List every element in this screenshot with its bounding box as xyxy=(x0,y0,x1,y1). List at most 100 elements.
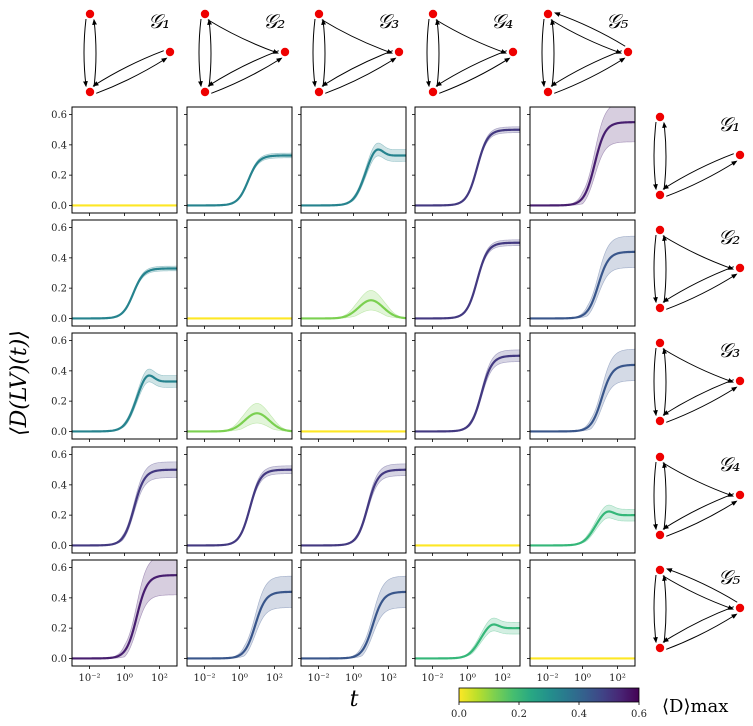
axis-labels: t ⟨D(LV)(t)⟩ xyxy=(7,330,359,712)
y-tick-label: 0.0 xyxy=(51,314,67,325)
confidence-band xyxy=(301,142,406,206)
confidence-band xyxy=(187,575,292,659)
graph-icon-G4: 𝒢₄ xyxy=(653,452,745,540)
graph-label: 𝒢₄ xyxy=(718,452,740,476)
graph-edge xyxy=(198,18,203,88)
graph-node xyxy=(543,87,553,97)
graph-label: 𝒢₅ xyxy=(606,9,628,33)
graph-edge xyxy=(662,574,667,644)
graph-node xyxy=(280,47,290,57)
graph-edge xyxy=(653,461,658,531)
graph-node xyxy=(543,9,553,19)
graph-edge xyxy=(653,121,658,191)
graph-node xyxy=(314,9,324,19)
panel-frame xyxy=(186,559,293,667)
graph-edge xyxy=(662,234,667,304)
graph-edge xyxy=(325,57,397,94)
confidence-band xyxy=(72,560,177,659)
x-tick-label: 10⁰ xyxy=(345,673,362,684)
side-graph-icons: 𝒢₁ 𝒢₂ 𝒢₃ 𝒢₄ 𝒢₅ xyxy=(653,112,745,653)
panel-G5-G3: 10⁻² 10⁰ 10² xyxy=(298,559,407,684)
panel-G1-G3 xyxy=(298,106,407,216)
panel-G5-G2: 10⁻² 10⁰ 10² xyxy=(184,559,293,684)
x-tick-label: 10⁻² xyxy=(193,673,215,684)
graph-label: 𝒢₄ xyxy=(491,9,513,33)
panel-G5-G4: 10⁻² 10⁰ 10² xyxy=(412,559,521,684)
graph-node xyxy=(200,9,210,19)
graph-edge xyxy=(662,462,734,497)
graph-edge xyxy=(321,50,393,87)
mean-curve xyxy=(187,412,292,433)
graph-edge xyxy=(653,347,658,417)
graph-edge xyxy=(92,18,97,88)
panel-frame xyxy=(529,446,636,554)
panel-frame xyxy=(300,559,407,667)
panel-frame xyxy=(529,332,636,440)
graph-node xyxy=(508,47,518,57)
mean-curve xyxy=(415,241,520,320)
graph-edge xyxy=(426,18,431,88)
y-tick-label: 0.0 xyxy=(51,654,67,665)
graph-node xyxy=(200,87,210,97)
graph-icon-G2: 𝒢₂ xyxy=(653,225,745,313)
graph-icon-G3: 𝒢₃ xyxy=(653,338,745,426)
graph-node xyxy=(655,530,665,540)
graph-edge xyxy=(666,568,738,603)
graph-label: 𝒢₁ xyxy=(718,112,740,136)
y-tick-label: 0.0 xyxy=(51,427,67,438)
colorbar-tick-label: 0.6 xyxy=(631,709,647,720)
graph-node xyxy=(394,47,404,57)
y-tick-label: 0.2 xyxy=(51,171,67,182)
colorbar-label: ⟨D⟩max xyxy=(662,696,728,717)
x-tick-label: 10⁻² xyxy=(307,673,329,684)
x-tick-label: 10² xyxy=(266,673,283,684)
x-tick-label: 10⁻² xyxy=(78,673,100,684)
panel-G2-G1: 0.0 0.2 0.4 0.6 xyxy=(51,219,178,329)
panel-G4-G1: 0.0 0.2 0.4 0.6 xyxy=(51,446,178,556)
confidence-band xyxy=(530,107,635,206)
mean-curve xyxy=(530,121,635,207)
graph-node xyxy=(623,47,633,57)
graph-edge xyxy=(550,18,555,88)
panel-frame xyxy=(414,446,521,554)
panel-G2-G4 xyxy=(412,219,521,329)
confidence-band xyxy=(187,465,292,546)
graph-edge xyxy=(662,461,667,531)
confidence-band xyxy=(72,368,177,432)
graph-label: 𝒢₂ xyxy=(263,9,285,33)
graph-node xyxy=(735,603,745,613)
graph-edge xyxy=(439,57,511,94)
x-tick-label: 10² xyxy=(494,673,511,684)
y-tick-label: 0.4 xyxy=(51,140,67,151)
y-tick-label: 0.2 xyxy=(51,511,67,522)
graph-edge xyxy=(662,379,734,416)
y-tick-label: 0.2 xyxy=(51,284,67,295)
graph-edge xyxy=(312,18,317,88)
y-tick-label: 0.4 xyxy=(51,480,67,491)
graph-edge xyxy=(435,18,440,88)
graph-node xyxy=(655,643,665,653)
y-tick-label: 0.0 xyxy=(51,201,67,212)
mean-curve xyxy=(301,148,406,207)
graph-node xyxy=(655,303,665,313)
graph-node xyxy=(85,9,95,19)
mean-curve xyxy=(72,374,177,433)
graph-edge xyxy=(83,18,88,88)
panel-frame xyxy=(529,559,636,667)
confidence-band xyxy=(415,349,520,432)
x-tick-label: 10⁰ xyxy=(116,673,133,684)
y-tick-label: 0.4 xyxy=(51,366,67,377)
colorbar-tick-label: 0.4 xyxy=(571,709,587,720)
graph-node xyxy=(655,452,665,462)
mean-curve xyxy=(415,623,520,660)
graph-label: 𝒢₅ xyxy=(718,565,740,589)
panel-frame xyxy=(414,332,521,440)
mean-curve xyxy=(530,510,635,547)
graph-node xyxy=(655,416,665,426)
graph-edge xyxy=(321,18,326,88)
panel-frame xyxy=(414,106,521,214)
graph-edge xyxy=(96,57,168,94)
confidence-band xyxy=(301,575,406,659)
graph-node xyxy=(655,112,665,122)
y-tick-label: 0.6 xyxy=(51,563,67,574)
